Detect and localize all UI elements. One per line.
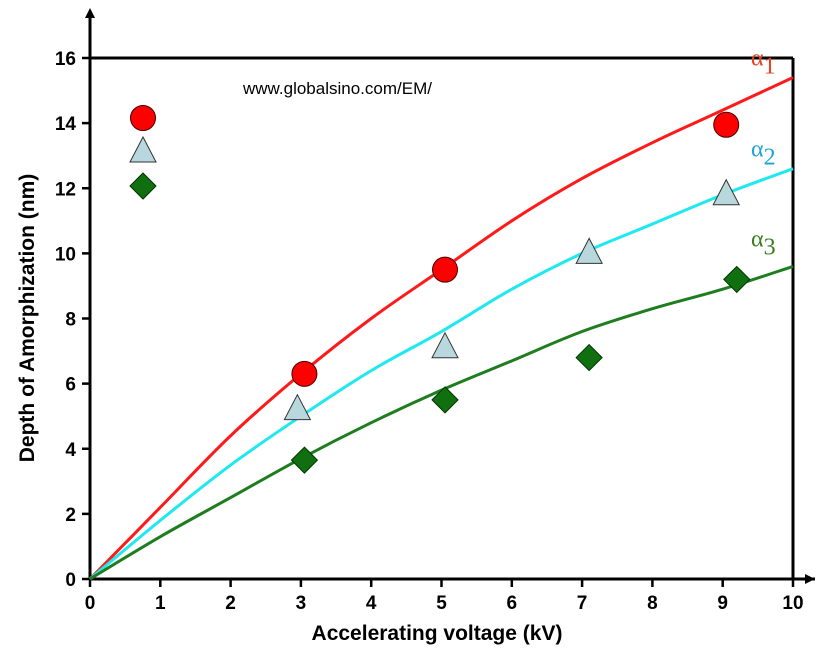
- circle-marker: [713, 111, 740, 138]
- triangle-marker: [129, 135, 157, 163]
- y-tick-label: 0: [65, 570, 76, 591]
- x-tick-label: 3: [296, 593, 307, 614]
- x-tick-label: 10: [782, 593, 803, 614]
- x-axis-label: Accelerating voltage (kV): [312, 622, 563, 645]
- curve-α3: [89, 264, 794, 581]
- y-axis-label: Depth of Amorphization (nm): [16, 174, 39, 463]
- diamond-marker: [129, 172, 157, 200]
- triangle-marker: [431, 331, 459, 359]
- diamond-marker: [290, 446, 319, 474]
- y-tick-label: 4: [65, 440, 76, 461]
- diamond-marker: [723, 265, 751, 294]
- watermark: www.globalsino.com/EM/: [242, 79, 432, 98]
- circle-marker: [291, 360, 318, 387]
- y-tick-label: 2: [65, 505, 76, 526]
- x-tick-label: 9: [717, 593, 728, 614]
- x-tick-label: 0: [85, 593, 96, 614]
- y-tick-label: 16: [55, 49, 76, 70]
- curve-α2: [89, 167, 794, 581]
- curve-label: α3: [751, 226, 776, 260]
- x-tick-label: 6: [507, 593, 518, 614]
- y-tick-label: 6: [65, 375, 76, 396]
- y-tick-label: 10: [55, 244, 76, 265]
- triangle-marker: [575, 237, 603, 264]
- x-tick-label: 7: [577, 593, 588, 614]
- y-tick-label: 14: [55, 114, 77, 135]
- x-tick-label: 4: [366, 593, 377, 614]
- x-axis-arrow: [805, 574, 815, 584]
- x-tick-label: 5: [436, 593, 447, 614]
- x-tick-label: 2: [225, 593, 236, 614]
- circle-marker: [130, 105, 156, 131]
- y-tick-label: 12: [55, 179, 76, 200]
- y-axis-arrow: [85, 8, 95, 18]
- diamond-marker: [575, 343, 603, 372]
- circle-marker: [432, 256, 459, 283]
- curve-label: α2: [751, 137, 776, 171]
- diamond-marker: [431, 386, 459, 414]
- x-tick-label: 1: [155, 593, 166, 614]
- curve-α1: [88, 76, 794, 581]
- triangle-marker: [283, 393, 312, 421]
- x-tick-label: 8: [647, 593, 658, 614]
- triangle-marker: [712, 178, 741, 206]
- curve-label: α1: [751, 46, 776, 80]
- y-tick-label: 8: [65, 310, 76, 331]
